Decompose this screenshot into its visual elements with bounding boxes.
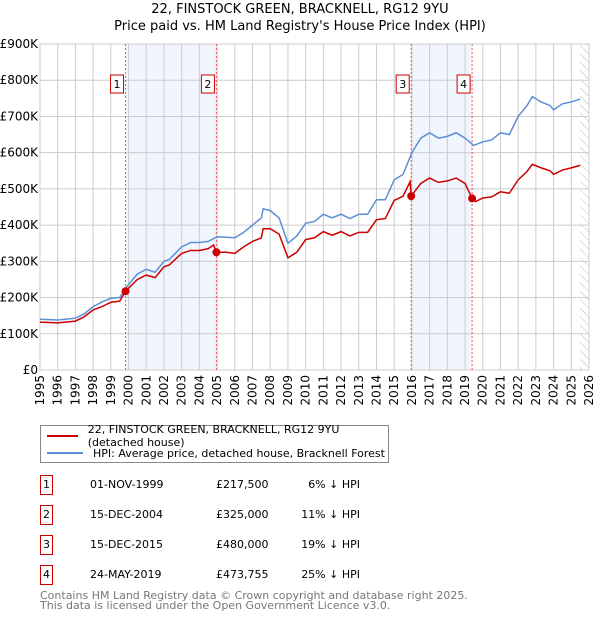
x-tick-label: 2009	[281, 375, 295, 406]
footer-line: This data is licensed under the Open Gov…	[40, 599, 391, 612]
sale-point	[468, 194, 477, 203]
sale-label-box	[395, 74, 410, 94]
x-tick-label: 2013	[352, 375, 366, 406]
chart-subtitle: Price paid vs. HM Land Registry's House …	[114, 19, 486, 34]
x-tick-label: 2010	[299, 375, 313, 406]
x-tick-label: 1997	[68, 375, 82, 406]
y-tick-label: £700K	[0, 109, 39, 123]
sale-label: 1	[114, 78, 121, 91]
x-tick-label: 2003	[175, 375, 189, 406]
transaction-date: 01-NOV-1999	[90, 478, 164, 491]
x-tick-label: 2004	[192, 375, 206, 406]
x-tick-label: 2002	[157, 375, 171, 406]
legend-swatch	[47, 452, 83, 454]
y-tick-label: £200K	[0, 291, 39, 305]
legend-item-hpi: HPI: Average price, detached house, Brac…	[47, 445, 385, 461]
x-tick-label: 2025	[564, 375, 578, 406]
y-tick-label: £0	[23, 363, 38, 377]
shaded-range	[125, 44, 217, 370]
transaction-price: £473,755	[216, 568, 269, 581]
x-tick-label: 2015	[387, 375, 401, 406]
y-tick-label: £100K	[0, 327, 39, 341]
forecast-hatch	[580, 44, 589, 370]
hpi-line	[39, 95, 581, 321]
x-tick-label: 2008	[263, 375, 277, 406]
x-tick-label: 2005	[210, 375, 224, 406]
sale-label-box	[200, 74, 215, 94]
legend-item-property: 22, FINSTOCK GREEN, BRACKNELL, RG12 9YU …	[47, 423, 388, 449]
sale-label-box	[110, 74, 125, 94]
transaction-date: 15-DEC-2015	[90, 538, 164, 551]
legend: 22, FINSTOCK GREEN, BRACKNELL, RG12 9YU …	[40, 423, 389, 463]
property-price-line	[39, 163, 581, 324]
transaction-price: £480,000	[216, 538, 269, 551]
x-tick-label: 2001	[139, 375, 153, 406]
x-tick-label: 1999	[104, 375, 118, 406]
transaction-number: 3	[40, 535, 53, 555]
x-tick-label: 2016	[405, 375, 419, 406]
x-tick-label: 2012	[334, 375, 348, 406]
legend-swatch	[47, 435, 78, 437]
y-tick-label: £800K	[0, 73, 39, 87]
x-tick-label: 2007	[246, 375, 260, 406]
footer-line: Contains HM Land Registry data © Crown c…	[40, 589, 468, 602]
sale-label-box	[456, 74, 471, 94]
y-tick-label: £300K	[0, 254, 39, 268]
transaction-number: 4	[40, 565, 53, 585]
plot-area: 1995 1996 1997 1998 1999 2000 2001 2002 2003 2004…	[0, 37, 596, 406]
x-tick-label: 2018	[440, 375, 454, 406]
x-tick-label: 2017	[423, 375, 437, 406]
transaction-row: 1 01-NOV-1999 £217,500 6% ↓ HPI	[40, 475, 440, 495]
chart-title: 22, FINSTOCK GREEN, BRACKNELL, RG12 9YU	[151, 2, 449, 17]
x-tick-label: 1996	[51, 375, 65, 406]
transaction-hpi-diff: 6% ↓ HPI	[308, 478, 360, 491]
sale-label: 4	[460, 78, 467, 91]
x-tick-label: 2000	[122, 375, 136, 406]
transaction-number: 1	[40, 475, 53, 495]
sale-label: 3	[399, 78, 406, 91]
sale-point	[121, 287, 130, 296]
sale-point	[212, 248, 221, 257]
footer: Contains HM Land Registry data © Crown c…	[40, 589, 468, 612]
transaction-row: 4 24-MAY-2019 £473,755 25% ↓ HPI	[40, 565, 440, 585]
transaction-row: 3 15-DEC-2015 £480,000 19% ↓ HPI	[40, 535, 440, 555]
x-tick-label: 2021	[493, 375, 507, 406]
x-tick-label: 1995	[33, 375, 47, 406]
transaction-row: 2 15-DEC-2004 £325,000 11% ↓ HPI	[40, 505, 440, 525]
x-tick-label: 2024	[547, 375, 561, 406]
y-tick-label: £600K	[0, 146, 39, 160]
transaction-hpi-diff: 19% ↓ HPI	[301, 538, 360, 551]
shaded-range	[411, 44, 473, 370]
x-tick-label: 1998	[86, 375, 100, 406]
x-tick-label: 2023	[529, 375, 543, 406]
x-tick-label: 2022	[511, 375, 525, 406]
transaction-price: £217,500	[216, 478, 269, 491]
transaction-hpi-diff: 11% ↓ HPI	[301, 508, 360, 521]
x-tick-label: 2014	[369, 375, 383, 406]
x-tick-label: 2006	[228, 375, 242, 406]
y-tick-label: £900K	[0, 37, 39, 51]
legend-label: 22, FINSTOCK GREEN, BRACKNELL, RG12 9YU …	[87, 423, 340, 449]
y-tick-label: £500K	[0, 182, 39, 196]
transaction-date: 15-DEC-2004	[90, 508, 164, 521]
x-tick-label: 2026	[582, 375, 596, 406]
sale-point	[407, 192, 416, 201]
x-tick-label: 2019	[458, 375, 472, 406]
transaction-price: £325,000	[216, 508, 269, 521]
transaction-number: 2	[40, 505, 53, 525]
x-tick-label: 2011	[316, 375, 330, 406]
x-tick-label: 2020	[476, 375, 490, 406]
legend-label: HPI: Average price, detached house, Brac…	[93, 446, 385, 460]
transaction-date: 24-MAY-2019	[90, 568, 162, 581]
transaction-hpi-diff: 25% ↓ HPI	[301, 568, 360, 581]
y-tick-label: £400K	[0, 218, 39, 232]
sale-label: 2	[204, 78, 211, 91]
